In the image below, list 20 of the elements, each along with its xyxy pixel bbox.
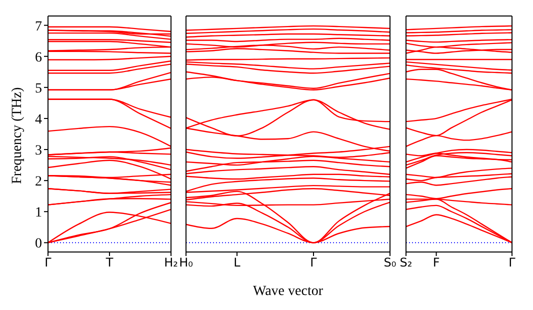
y-tick-label: 1 bbox=[35, 206, 42, 221]
y-tick-label: 2 bbox=[35, 174, 42, 190]
x-tick-label: T bbox=[104, 256, 114, 270]
x-tick-label: Γ bbox=[508, 256, 516, 270]
x-tick-label: L bbox=[234, 256, 241, 270]
y-tick-label: 3 bbox=[35, 143, 42, 158]
y-tick-label: 5 bbox=[35, 81, 42, 96]
x-tick-label: S₀ bbox=[384, 256, 396, 270]
y-tick-label: 0 bbox=[35, 236, 42, 252]
x-tick-label: H₂ bbox=[164, 256, 178, 270]
x-axis-title: Wave vector bbox=[253, 284, 324, 299]
y-axis-title: Frequency (THz) bbox=[10, 86, 25, 184]
y-tick-label: 4 bbox=[35, 112, 42, 128]
x-tick-label: Γ bbox=[310, 256, 318, 270]
x-tick-label: F bbox=[432, 256, 440, 270]
x-tick-label: S₂ bbox=[400, 256, 412, 270]
y-tick-label: 6 bbox=[35, 50, 42, 66]
y-tick-label: 7 bbox=[35, 19, 42, 34]
x-tick-label: H₀ bbox=[179, 256, 194, 270]
x-tick-label: Γ bbox=[44, 256, 52, 270]
